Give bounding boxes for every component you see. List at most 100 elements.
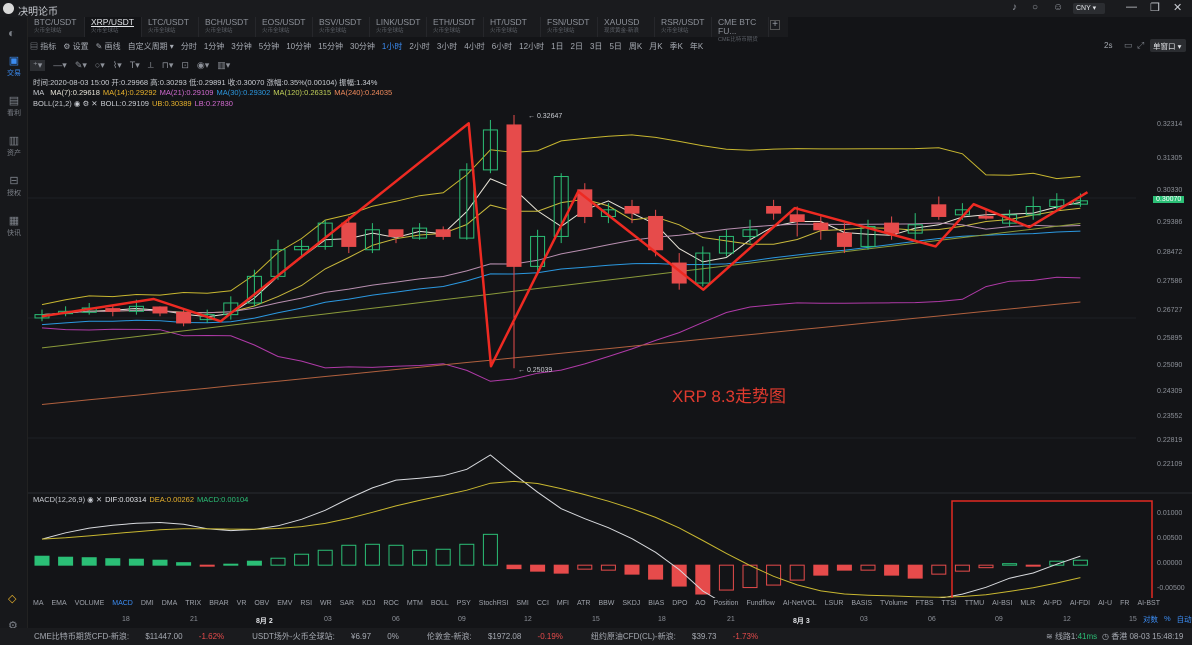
indicator-emv[interactable]: EMV: [277, 600, 293, 607]
indicator-sar[interactable]: SAR: [339, 600, 355, 607]
toolbar-item-17[interactable]: 1日: [551, 41, 564, 51]
sidebar-item-4[interactable]: ▦ 快讯: [0, 215, 28, 238]
sidebar-item-2[interactable]: ▥ 资产: [0, 135, 28, 158]
tab-fsn-usdt[interactable]: FSN/USDT 火币全球站: [541, 17, 598, 37]
toolbar-item-13[interactable]: 3小时: [436, 41, 458, 51]
indicator-boll[interactable]: BOLL: [430, 600, 449, 607]
currency-select[interactable]: CNY ▾: [1073, 3, 1105, 14]
scale-对数[interactable]: 对数: [1143, 615, 1158, 624]
refresh-rate[interactable]: 2s: [1104, 41, 1113, 50]
search-icon[interactable]: ○: [1032, 2, 1039, 13]
tab-ht-usdt[interactable]: HT/USDT 火币全球站: [484, 17, 541, 37]
indicator-ttsi[interactable]: TTSI: [941, 600, 957, 607]
indicator-roc[interactable]: ROC: [383, 600, 399, 607]
toolbar-item-22[interactable]: 月K: [649, 41, 663, 51]
indicator-ai-pd[interactable]: AI-PD: [1043, 600, 1062, 607]
indicator-brar[interactable]: BRAR: [209, 600, 229, 607]
indicator-tvolume[interactable]: TVolume: [880, 600, 908, 607]
scale-自动[interactable]: 自动: [1176, 615, 1192, 624]
toolbar-item-10[interactable]: 30分钟: [350, 41, 375, 51]
indicator-basis[interactable]: BASIS: [851, 600, 873, 607]
shape-tool-icon[interactable]: ○▾: [94, 59, 105, 70]
toolbar-item-4[interactable]: 分时: [180, 41, 197, 51]
tab-ltc-usdt[interactable]: LTC/USDT 火币全球站: [142, 17, 199, 37]
indicator-ftbs[interactable]: FTBS: [915, 600, 934, 607]
toolbar-item-7[interactable]: 5分钟: [258, 41, 280, 51]
eye-icon[interactable]: ◉▾: [196, 59, 210, 70]
tab-bch-usdt[interactable]: BCH/USDT 火币全球站: [199, 17, 256, 37]
toolbar-item-15[interactable]: 6小时: [491, 41, 513, 51]
ticker-item[interactable]: CME比特币期货CFD-新浪: $11447.00 -1.62%: [34, 631, 238, 642]
toolbar-item-11[interactable]: 1小时: [381, 41, 403, 51]
minimize-icon[interactable]: —: [1126, 1, 1137, 13]
indicator-dma[interactable]: DMA: [161, 600, 178, 607]
tab-xrp-usdt[interactable]: XRP/USDT 火币全球站: [85, 17, 142, 37]
window-mode-select[interactable]: 单窗口 ▾: [1150, 39, 1186, 52]
diamond-icon[interactable]: ◇: [8, 593, 17, 605]
indicator-cci[interactable]: CCI: [536, 600, 549, 607]
sidebar-item-0[interactable]: ▣ 交易: [0, 55, 28, 78]
cursor-icon[interactable]: ⁺▾: [30, 59, 46, 71]
indicator-stochrsi[interactable]: StochRSI: [478, 600, 509, 607]
toolbar-item-5[interactable]: 1分钟: [203, 41, 225, 51]
indicator-vr[interactable]: VR: [236, 600, 247, 607]
indicator-rsi[interactable]: RSI: [300, 600, 313, 607]
trash-icon[interactable]: ▥▾: [217, 59, 231, 70]
bell-icon[interactable]: ♪: [1012, 2, 1017, 13]
indicator-lsur[interactable]: LSUR: [824, 600, 844, 607]
indicator-atr[interactable]: ATR: [576, 600, 591, 607]
tab-cme-btc-fu-[interactable]: CME BTC FU... CME比特币期货: [712, 17, 769, 43]
maximize-icon[interactable]: ❐: [1150, 2, 1160, 14]
indicator-bbw[interactable]: BBW: [598, 600, 615, 607]
toolbar-item-19[interactable]: 3日: [589, 41, 603, 51]
toolbar-item-2[interactable]: ✎ 画线: [95, 41, 121, 51]
indicator-obv[interactable]: OBV: [254, 600, 270, 607]
toolbar-item-9[interactable]: 15分钟: [318, 41, 343, 51]
settings-icon[interactable]: ⚙: [8, 620, 18, 632]
toolbar-item-18[interactable]: 2日: [570, 41, 583, 51]
sidebar-item-3[interactable]: ⊟ 授权: [0, 175, 28, 198]
indicator-kdj[interactable]: KDJ: [362, 600, 376, 607]
tab-bsv-usdt[interactable]: BSV/USDT 火币全球站: [313, 17, 370, 37]
indicator-dmi[interactable]: DMI: [140, 600, 154, 607]
indicator-mlr[interactable]: MLR: [1020, 600, 1036, 607]
tab-link-usdt[interactable]: LINK/USDT 火币全球站: [370, 17, 427, 37]
toolbar-item-21[interactable]: 周K: [628, 41, 643, 51]
indicator-trix[interactable]: TRIX: [185, 600, 202, 607]
indicator-mfi[interactable]: MFI: [556, 600, 569, 607]
toolbar-item-1[interactable]: ⚙ 设置: [63, 41, 89, 51]
tab-xauusd[interactable]: XAUUSD 现货黄金-新浪: [598, 17, 655, 37]
tab-rsr-usdt[interactable]: RSR/USDT 火币全球站: [655, 17, 712, 37]
toolbar-item-0[interactable]: ▤ 指标: [30, 41, 57, 51]
toolbar-item-8[interactable]: 10分钟: [286, 41, 312, 51]
indicator-smi[interactable]: SMI: [516, 600, 529, 607]
text-tool-icon[interactable]: T▾: [129, 59, 140, 70]
indicator-macd[interactable]: MACD: [112, 600, 133, 607]
tab-eos-usdt[interactable]: EOS/USDT 火币全球站: [256, 17, 313, 37]
indicator-wr[interactable]: WR: [320, 600, 332, 607]
lock-icon[interactable]: ⊡: [181, 59, 189, 70]
indicator-fundflow[interactable]: Fundflow: [746, 600, 775, 607]
pen-tool-icon[interactable]: ✎▾: [74, 59, 87, 70]
magnet-icon[interactable]: ⊓▾: [161, 59, 174, 70]
indicator-volume[interactable]: VOLUME: [74, 600, 105, 607]
indicator-ai-fdi[interactable]: AI-FDI: [1069, 600, 1091, 607]
screenshot-icon[interactable]: ▭: [1124, 40, 1133, 50]
indicator-mtm[interactable]: MTM: [406, 600, 423, 607]
measure-tool-icon[interactable]: ⟂: [147, 59, 154, 70]
indicator-skdj[interactable]: SKDJ: [622, 600, 641, 607]
ticker-item[interactable]: 纽约原油CFD(CL)-新浪: $39.73 -1.73%: [591, 631, 772, 642]
indicator-ao[interactable]: AO: [695, 600, 706, 607]
tab-eth-usdt[interactable]: ETH/USDT 火币全球站: [427, 17, 484, 37]
price-chart[interactable]: ← 0.32647 ← 0.25039: [28, 78, 1192, 598]
toolbar-item-23[interactable]: 季K: [669, 41, 683, 51]
indicator-ai-bst[interactable]: AI-BST: [1137, 600, 1160, 607]
indicator-ai-bsi[interactable]: AI-BSI: [992, 600, 1013, 607]
toolbar-item-3[interactable]: 自定义周期 ▾: [127, 41, 174, 51]
indicator-ttmu[interactable]: TTMU: [964, 600, 985, 607]
sidebar-item-1[interactable]: ▤ 看利: [0, 95, 28, 118]
toolbar-item-12[interactable]: 2小时: [409, 41, 430, 51]
toolbar-item-24[interactable]: 年K: [689, 41, 704, 51]
fullscreen-icon[interactable]: ⤢: [1137, 40, 1145, 50]
toolbar-item-20[interactable]: 5日: [609, 41, 622, 51]
